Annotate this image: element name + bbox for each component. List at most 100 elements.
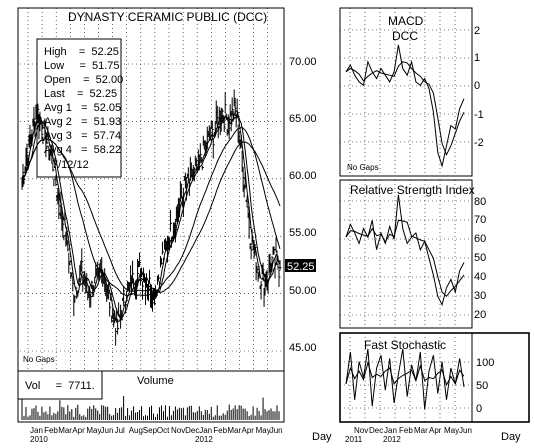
right-x-year-2012: 2012: [383, 435, 401, 444]
price-tick-55: 55.00: [289, 227, 317, 239]
main-x-year-2010: 2010: [30, 435, 48, 444]
price-panel: DYNASTY CERAMIC PUBLIC (DCC) High = 52.2…: [17, 7, 317, 372]
price-tick-65: 65.00: [289, 113, 317, 125]
rsi-tick-30: 30: [474, 290, 486, 302]
main-x-month-4: May: [86, 426, 101, 435]
main-x-month-6: Jul: [115, 426, 125, 435]
macd-subtitle: DCC: [392, 29, 418, 43]
rsi-tick-80: 80: [474, 196, 486, 208]
moving-average-2: [21, 114, 280, 320]
main-x-month-17: Jun: [270, 426, 283, 435]
price-tick-70: 70.00: [289, 56, 317, 68]
macd-tick-1: 1: [474, 52, 480, 64]
info-last: Last = 52.25: [44, 88, 117, 100]
stoch-tick-0: 0: [476, 403, 482, 415]
rsi-tick-60: 60: [474, 233, 486, 245]
main-x-month-13: Feb: [213, 426, 227, 435]
volume-panel: Vol = 7711. Volume: [17, 370, 285, 423]
main-x-month-11: Dec: [185, 426, 199, 435]
main-x-month-8: Sep: [143, 426, 158, 435]
rsi-tick-40: 40: [474, 271, 486, 283]
price-tick-60: 60.00: [289, 170, 317, 182]
main-x-month-7: Aug: [129, 426, 143, 435]
right-x-month-7: Jun: [459, 426, 472, 435]
info-avg4: Avg 4 = 58.22: [44, 144, 121, 156]
price-y-axis: 70.00 65.00 60.00 55.00 50.00 45.00: [289, 56, 317, 354]
right-x-month-2: Jan: [384, 426, 397, 435]
macd-line: [345, 44, 465, 168]
main-x-month-15: Apr: [242, 426, 255, 435]
last-price-tag-bg: [285, 259, 316, 272]
right-x-axis: 2011 2012 Day Nov Dec Jan Feb Mar Apr May Jun: [340, 421, 521, 444]
right-x-month-4: Mar: [414, 426, 428, 435]
rsi-series-signal: [345, 219, 465, 298]
volume-readout: Vol = 7711.: [25, 380, 95, 392]
rsi-tick-70: 70: [474, 214, 486, 226]
info-low: Low = 51.75: [44, 60, 120, 72]
price-tick-50: 50.00: [289, 285, 317, 297]
rsi-grid: [340, 180, 472, 328]
volume-title: Volume: [137, 375, 174, 387]
stoch-series-signal: [345, 360, 465, 387]
stoch-title: Fast Stochastic: [364, 338, 446, 352]
main-x-month-14: Mar: [227, 426, 241, 435]
macd-series-signal: [345, 61, 465, 156]
rsi-tick-20: 20: [474, 309, 486, 321]
main-x-unit: Day: [312, 431, 332, 443]
macd-panel: MACD DCC 2 1 0 -1 -2 No Gaps: [339, 7, 484, 177]
info-box: [36, 38, 122, 178]
moving-average-3: [21, 126, 281, 297]
rsi-frame: [339, 179, 473, 329]
macd-grid: [340, 8, 472, 176]
info-avg1: Avg 1 = 52.05: [44, 102, 121, 114]
stoch-panel: Fast Stochastic 100 50 0: [339, 332, 530, 423]
right-x-year-2011: 2011: [345, 435, 363, 444]
right-x-month-1: Dec: [369, 426, 383, 435]
macd-tick-m2: -2: [474, 137, 484, 149]
main-x-month-9: Oct: [157, 426, 170, 435]
rsi-panel: Relative Strength Index 80 70 60 50 40 3…: [339, 179, 486, 329]
right-x-month-5: Apr: [429, 426, 442, 435]
price-no-gaps: No Gaps: [23, 355, 55, 364]
main-x-month-12: Jan: [199, 426, 212, 435]
rsi-line: [345, 194, 465, 307]
main-x-year-2012: 2012: [195, 435, 213, 444]
main-x-month-0: Jan: [30, 426, 43, 435]
macd-tick-m1: -1: [474, 109, 484, 121]
rsi-tick-50: 50: [474, 252, 486, 264]
info-date: 7/12/12: [52, 159, 89, 171]
macd-frame: [339, 7, 473, 177]
macd-tick-0: 0: [474, 80, 480, 92]
stoch-line: [345, 348, 465, 410]
main-x-month-1: Feb: [44, 426, 58, 435]
right-x-unit: Day: [501, 431, 521, 443]
right-x-month-3: Feb: [399, 426, 413, 435]
moving-average-lines: [21, 110, 281, 322]
volume-readout-box: [17, 370, 103, 400]
right-x-month-0: Nov: [354, 426, 368, 435]
info-open: Open = 52.00: [44, 74, 123, 86]
main-x-month-2: Mar: [58, 426, 72, 435]
main-x-month-3: Apr: [72, 426, 85, 435]
moving-average-4: [21, 138, 281, 294]
info-avg2: Avg 2 = 51.93: [44, 116, 121, 128]
main-x-month-16: May: [256, 426, 271, 435]
price-title: DYNASTY CERAMIC PUBLIC (DCC): [68, 10, 267, 24]
rsi-series: [345, 194, 465, 307]
stoch-tick-50: 50: [476, 380, 488, 392]
macd-title: MACD: [388, 14, 424, 28]
rsi-title: Relative Strength Index: [350, 183, 475, 197]
price-tick-45: 45.00: [289, 342, 317, 354]
volume-bars: [21, 395, 280, 420]
macd-series: [345, 44, 465, 168]
main-x-month-10: Nov: [171, 426, 185, 435]
macd-no-gaps: No Gaps: [347, 163, 379, 172]
main-x-month-5: Jun: [101, 426, 114, 435]
stoch-series: [345, 348, 465, 410]
info-avg3: Avg 3 = 57.74: [44, 130, 121, 142]
stoch-tick-100: 100: [476, 357, 494, 369]
last-price-tag: 52.25: [287, 261, 315, 273]
moving-average-1: [21, 110, 281, 322]
